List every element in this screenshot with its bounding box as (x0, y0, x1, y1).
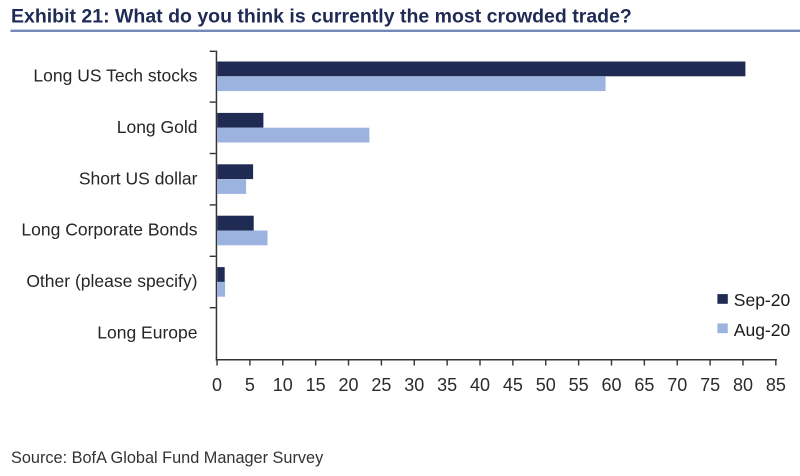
svg-text:Long Europe: Long Europe (97, 323, 197, 343)
svg-text:80: 80 (733, 375, 753, 395)
svg-text:10: 10 (273, 375, 293, 395)
svg-text:Aug-20: Aug-20 (734, 320, 791, 340)
svg-text:5: 5 (245, 375, 255, 395)
svg-text:55: 55 (569, 375, 589, 395)
svg-text:75: 75 (700, 375, 720, 395)
svg-text:Other (please specify): Other (please specify) (26, 271, 197, 291)
svg-text:Exhibit 21: What do you think: Exhibit 21: What do you think is current… (11, 6, 632, 28)
svg-text:Sep-20: Sep-20 (734, 290, 791, 310)
svg-text:50: 50 (536, 375, 556, 395)
svg-text:60: 60 (601, 375, 621, 395)
svg-text:65: 65 (634, 375, 654, 395)
svg-text:45: 45 (503, 375, 523, 395)
svg-text:30: 30 (404, 375, 424, 395)
svg-text:Long Gold: Long Gold (117, 117, 198, 137)
svg-text:40: 40 (470, 375, 490, 395)
svg-text:Long US Tech stocks: Long US Tech stocks (33, 66, 197, 86)
svg-text:35: 35 (437, 375, 457, 395)
svg-text:0: 0 (212, 375, 222, 395)
svg-text:20: 20 (339, 375, 359, 395)
svg-text:85: 85 (766, 375, 786, 395)
svg-text:Source: BofA Global Fund Manag: Source: BofA Global Fund Manager Survey (11, 449, 324, 467)
svg-text:70: 70 (667, 375, 687, 395)
svg-text:Short US dollar: Short US dollar (79, 168, 198, 188)
svg-text:15: 15 (306, 375, 326, 395)
svg-text:Long Corporate Bonds: Long Corporate Bonds (21, 220, 197, 240)
svg-text:25: 25 (371, 375, 391, 395)
